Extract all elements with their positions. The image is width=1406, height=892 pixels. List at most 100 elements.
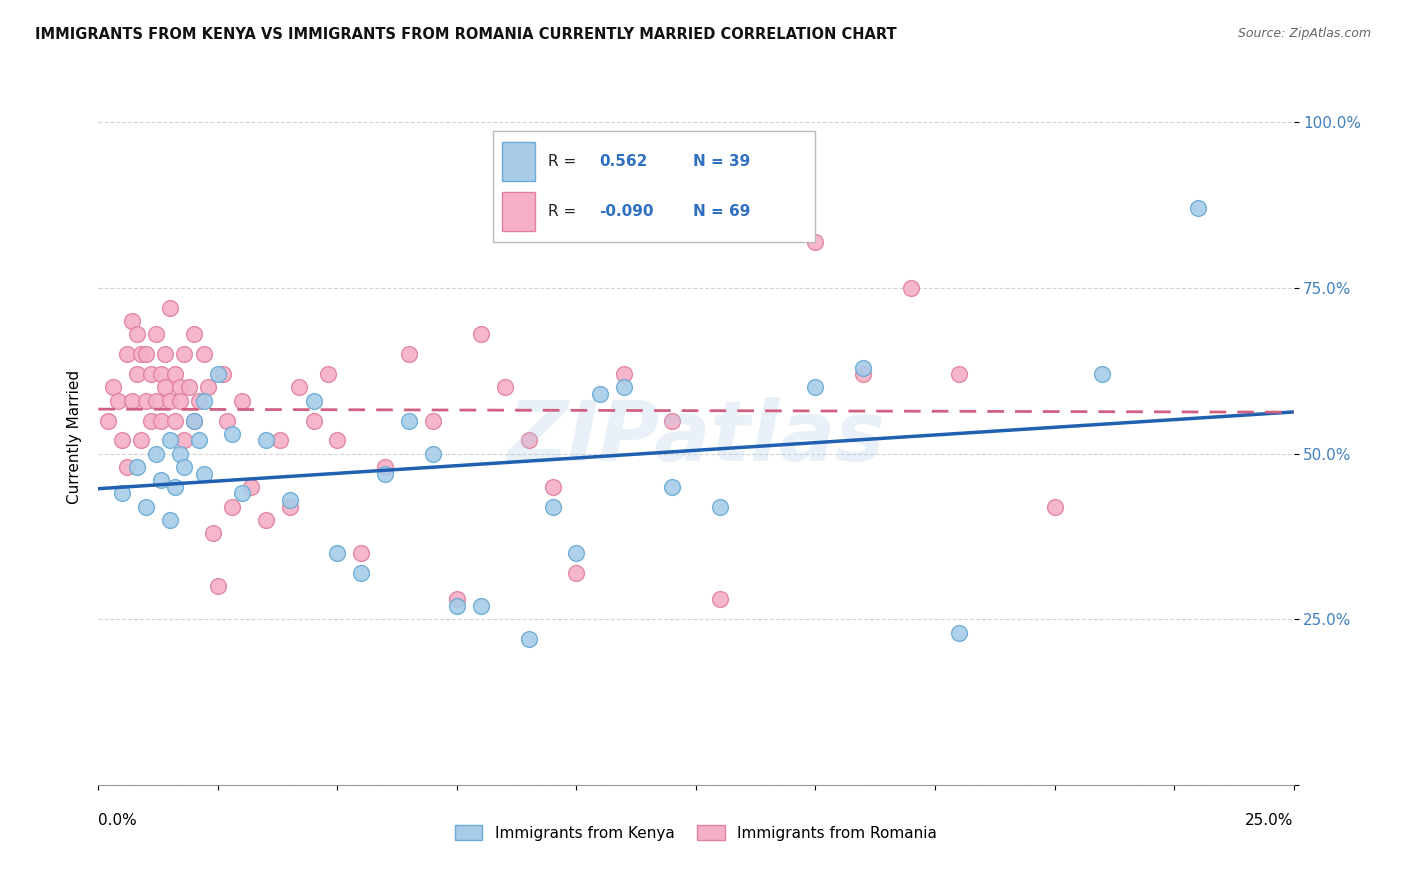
Point bbox=[565, 566, 588, 580]
Point bbox=[446, 599, 468, 613]
Point bbox=[613, 380, 636, 394]
Point bbox=[163, 413, 186, 427]
Point bbox=[169, 380, 191, 394]
Point bbox=[101, 380, 124, 394]
Point bbox=[240, 480, 263, 494]
Point bbox=[398, 413, 420, 427]
Point bbox=[155, 347, 177, 361]
Point bbox=[756, 181, 779, 195]
Point bbox=[145, 393, 167, 408]
Point bbox=[852, 360, 875, 375]
Point bbox=[207, 579, 229, 593]
Point bbox=[115, 347, 138, 361]
Point bbox=[173, 347, 195, 361]
Point bbox=[202, 526, 225, 541]
Point bbox=[470, 327, 492, 342]
Point bbox=[221, 500, 243, 514]
Point bbox=[852, 367, 875, 381]
Point bbox=[316, 367, 339, 381]
Point bbox=[131, 347, 153, 361]
Text: Source: ZipAtlas.com: Source: ZipAtlas.com bbox=[1237, 27, 1371, 40]
Point bbox=[159, 434, 181, 448]
Point bbox=[398, 347, 420, 361]
Point bbox=[374, 459, 396, 474]
Point bbox=[804, 380, 827, 394]
Point bbox=[221, 426, 243, 441]
Point bbox=[159, 301, 181, 315]
Point bbox=[207, 367, 229, 381]
Point bbox=[179, 380, 201, 394]
Point bbox=[613, 367, 636, 381]
Point bbox=[125, 459, 148, 474]
Point bbox=[446, 592, 468, 607]
Point bbox=[661, 480, 683, 494]
Point bbox=[494, 380, 516, 394]
Point bbox=[135, 500, 157, 514]
Point bbox=[159, 393, 181, 408]
Point bbox=[145, 327, 167, 342]
Point bbox=[948, 367, 970, 381]
Point bbox=[149, 413, 172, 427]
Legend: Immigrants from Kenya, Immigrants from Romania: Immigrants from Kenya, Immigrants from R… bbox=[449, 819, 943, 847]
Point bbox=[350, 566, 373, 580]
Point bbox=[302, 413, 325, 427]
Point bbox=[125, 327, 148, 342]
Point bbox=[541, 500, 564, 514]
Point bbox=[145, 447, 167, 461]
Point bbox=[139, 413, 162, 427]
Point bbox=[211, 367, 233, 381]
Point bbox=[163, 480, 186, 494]
Point bbox=[804, 235, 827, 249]
Point bbox=[948, 625, 970, 640]
Point bbox=[173, 459, 195, 474]
Point bbox=[111, 434, 134, 448]
Point bbox=[183, 413, 205, 427]
Point bbox=[565, 546, 588, 560]
Text: ZIPatlas: ZIPatlas bbox=[508, 397, 884, 477]
Point bbox=[187, 434, 209, 448]
Point bbox=[155, 380, 177, 394]
Point bbox=[193, 467, 215, 481]
Point bbox=[231, 393, 253, 408]
Point bbox=[661, 413, 683, 427]
Point bbox=[374, 467, 396, 481]
Point bbox=[183, 327, 205, 342]
Point bbox=[422, 447, 444, 461]
Text: 0.0%: 0.0% bbox=[98, 813, 138, 828]
Point bbox=[97, 413, 120, 427]
Point bbox=[121, 393, 143, 408]
Text: 25.0%: 25.0% bbox=[1246, 813, 1294, 828]
Point bbox=[1043, 500, 1066, 514]
Point bbox=[709, 592, 731, 607]
Point bbox=[169, 447, 191, 461]
Point bbox=[107, 393, 129, 408]
Point bbox=[115, 459, 138, 474]
Point bbox=[197, 380, 219, 394]
Point bbox=[121, 314, 143, 328]
Point bbox=[217, 413, 239, 427]
Point bbox=[125, 367, 148, 381]
Point bbox=[326, 546, 349, 560]
Point bbox=[193, 393, 215, 408]
Point bbox=[278, 500, 301, 514]
Point bbox=[1187, 202, 1209, 216]
Point bbox=[350, 546, 373, 560]
Point bbox=[187, 393, 209, 408]
Point bbox=[278, 493, 301, 508]
Point bbox=[111, 486, 134, 500]
Point bbox=[517, 632, 540, 647]
Point bbox=[517, 434, 540, 448]
Point bbox=[254, 513, 277, 527]
Point bbox=[135, 347, 157, 361]
Point bbox=[173, 434, 195, 448]
Point bbox=[159, 513, 181, 527]
Point bbox=[139, 367, 162, 381]
Point bbox=[589, 387, 612, 401]
Point bbox=[709, 500, 731, 514]
Point bbox=[302, 393, 325, 408]
Point bbox=[254, 434, 277, 448]
Text: IMMIGRANTS FROM KENYA VS IMMIGRANTS FROM ROMANIA CURRENTLY MARRIED CORRELATION C: IMMIGRANTS FROM KENYA VS IMMIGRANTS FROM… bbox=[35, 27, 897, 42]
Point bbox=[131, 434, 153, 448]
Point bbox=[149, 367, 172, 381]
Point bbox=[422, 413, 444, 427]
